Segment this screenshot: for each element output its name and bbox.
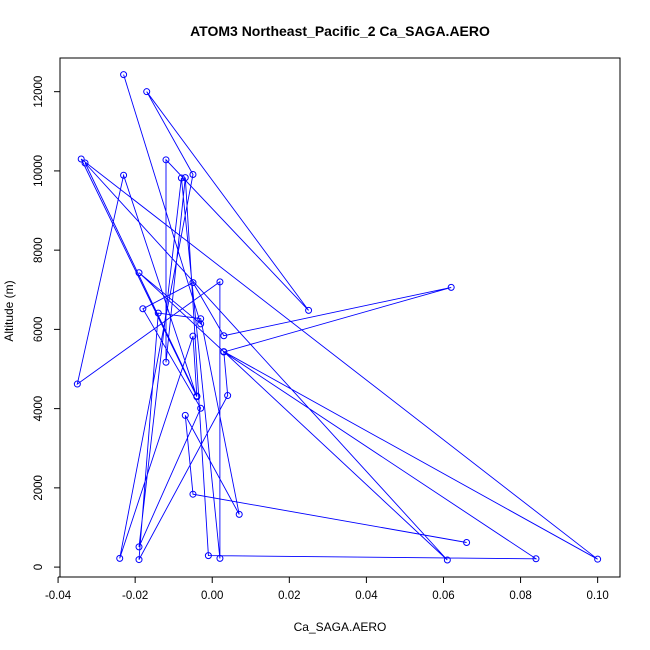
data-point — [443, 556, 451, 564]
data-point — [162, 358, 170, 366]
y-tick-label: 2000 — [33, 475, 45, 501]
data-point — [220, 348, 228, 356]
data-point — [120, 171, 128, 179]
y-tick-label: 10000 — [33, 155, 45, 187]
x-tick-label: 0.00 — [201, 590, 223, 602]
y-axis-label: Altitude (m) — [2, 280, 16, 341]
series-line — [76, 74, 598, 561]
data-point — [216, 278, 224, 286]
data-point — [143, 88, 151, 96]
x-tick-label: -0.04 — [45, 590, 72, 602]
data-point — [204, 552, 212, 560]
x-axis-label: Ca_SAGA.AERO — [294, 620, 387, 634]
data-point — [197, 320, 205, 328]
data-point — [189, 170, 197, 178]
data-point — [235, 510, 243, 518]
x-axis: -0.04 -0.02 0.00 0.02 0.04 0.06 0.08 0.10 — [45, 576, 609, 602]
data-point — [216, 554, 224, 562]
data-point — [135, 269, 143, 277]
x-tick-label: 0.06 — [432, 590, 454, 602]
y-axis: 0 2000 4000 6000 8000 10000 12000 — [33, 76, 61, 570]
data-point — [77, 155, 85, 163]
data-point — [154, 309, 162, 317]
data-point — [135, 543, 143, 551]
data-point — [189, 279, 197, 287]
data-point — [139, 305, 147, 313]
x-tick-label: 0.10 — [586, 590, 608, 602]
x-tick-label: 0.02 — [278, 590, 300, 602]
data-point — [220, 332, 228, 340]
data-point — [181, 411, 189, 419]
y-tick-label: 6000 — [33, 317, 45, 343]
data-point — [463, 539, 471, 547]
y-tick-label: 0 — [33, 564, 45, 570]
x-tick-label: -0.02 — [122, 590, 148, 602]
data-point — [116, 554, 124, 562]
data-point — [73, 380, 81, 388]
data-point — [120, 71, 128, 79]
data-point — [197, 404, 205, 412]
data-point — [189, 490, 197, 498]
data-point — [189, 332, 197, 340]
data-point — [532, 555, 540, 563]
data-point — [224, 392, 232, 400]
x-tick-label: 0.04 — [355, 590, 378, 602]
data-point — [447, 283, 455, 291]
data-point — [594, 555, 602, 563]
data-point — [305, 306, 313, 314]
data-point — [181, 174, 189, 182]
data-point — [162, 156, 170, 164]
data-point — [135, 556, 143, 564]
y-tick-label: 4000 — [33, 396, 45, 422]
data-point — [197, 315, 205, 323]
series-layer — [73, 71, 602, 564]
x-tick-label: 0.08 — [509, 590, 531, 602]
data-point — [193, 393, 201, 401]
data-point — [177, 174, 185, 182]
chart-title: ATOM3 Northeast_Pacific_2 Ca_SAGA.AERO — [190, 23, 490, 39]
data-point — [81, 159, 89, 167]
y-tick-label: 12000 — [33, 76, 45, 108]
y-tick-label: 8000 — [33, 237, 45, 263]
